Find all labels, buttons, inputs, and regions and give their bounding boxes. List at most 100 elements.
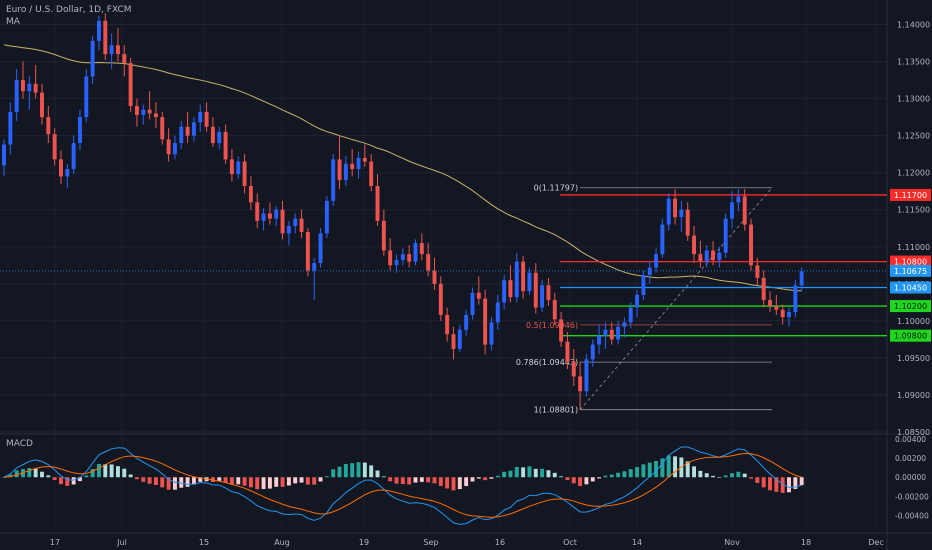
- candle: [489, 317, 494, 351]
- macd-bar: [426, 477, 431, 483]
- candle: [52, 128, 57, 166]
- macd-bar: [527, 466, 532, 478]
- macd-bar: [324, 476, 329, 478]
- macd-bar: [647, 462, 652, 478]
- macd-bar: [40, 471, 44, 478]
- moving-average-line: [3, 44, 802, 292]
- candle: [527, 267, 532, 295]
- macd-bar: [84, 475, 89, 478]
- macd-bar: [685, 461, 690, 478]
- fib-level-label: 1(1.08801): [534, 406, 578, 415]
- candle: [685, 202, 690, 241]
- macd-bar: [603, 475, 608, 478]
- macd-bar: [552, 472, 557, 478]
- time-tick-label: 16: [495, 538, 505, 547]
- candle: [742, 188, 747, 231]
- candle: [59, 150, 63, 184]
- macd-bar: [14, 470, 19, 478]
- candle: [78, 109, 82, 151]
- macd-bar: [464, 477, 469, 487]
- price-tag: 1.09800: [890, 329, 931, 342]
- candle: [362, 144, 367, 167]
- candle: [318, 228, 323, 268]
- candle: [711, 240, 716, 266]
- macd-bar: [242, 477, 247, 486]
- candle: [723, 213, 728, 258]
- candle: [96, 15, 101, 51]
- macd-bar: [46, 475, 51, 478]
- macd-axis: 0.00400 0.00200 0.00000 -0.00200 -0.00400: [895, 435, 929, 521]
- candle: [128, 57, 133, 112]
- candle: [147, 91, 152, 120]
- price-tag-label: 1.10800: [894, 258, 927, 267]
- candle: [40, 83, 44, 125]
- candle: [514, 252, 519, 303]
- candle: [635, 289, 640, 318]
- candle: [641, 270, 646, 301]
- price-tick-label: 1.14000: [897, 21, 930, 30]
- price-tag: 1.10200: [890, 300, 931, 313]
- time-tick-label: Sep: [423, 538, 438, 547]
- candle: [312, 257, 317, 301]
- candle: [394, 254, 399, 273]
- signal-line: [3, 452, 802, 518]
- candle: [540, 280, 545, 312]
- macd-bar: [2, 477, 6, 478]
- price-tick-label: 1.08500: [897, 428, 930, 437]
- price-axis[interactable]: 1.14000 1.13500 1.13000 1.12500 1.12000 1.115…: [890, 21, 931, 437]
- fib-level-label: 0(1.11797): [534, 184, 578, 193]
- price-tag-label: 1.10200: [894, 302, 927, 311]
- macd-bar: [774, 477, 779, 492]
- macd-bar: [692, 466, 697, 478]
- candle: [21, 61, 25, 99]
- macd-bar: [419, 477, 424, 482]
- macd-bar: [305, 477, 310, 485]
- macd-bar: [147, 477, 152, 484]
- candle: [191, 117, 196, 142]
- macd-bar: [438, 477, 443, 486]
- macd-bar: [210, 477, 215, 482]
- macd-tick-label: 0.00200: [895, 454, 926, 463]
- macd-histogram: [2, 455, 804, 493]
- macd-bar: [71, 477, 76, 485]
- candle: [426, 243, 431, 277]
- fib-retracement[interactable]: 0(1.11797) 0.5(1.09946) 0.786(1.09443) 1(1.…: [516, 184, 773, 415]
- candle: [71, 135, 76, 175]
- price-tag: 1.10450: [890, 281, 931, 294]
- candle: [628, 302, 633, 329]
- candle: [533, 263, 538, 314]
- candle: [274, 206, 279, 227]
- macd-bar: [255, 477, 260, 490]
- macd-bar: [641, 464, 646, 478]
- candle: [609, 322, 614, 345]
- chart-title: Euro / U.S. Dollar, 1D, FXCM: [6, 5, 132, 15]
- macd-bar: [312, 477, 317, 485]
- macd-bar: [160, 477, 165, 488]
- macd-bar: [413, 477, 418, 483]
- macd-bar: [318, 477, 323, 482]
- macd-bar: [445, 477, 450, 489]
- fib-trend-line: [579, 187, 773, 410]
- macd-bar: [153, 477, 158, 485]
- candle: [343, 156, 348, 187]
- candle: [90, 35, 95, 84]
- macd-bar: [730, 473, 734, 478]
- candle: [8, 102, 13, 155]
- candle: [654, 248, 659, 273]
- candle: [141, 104, 146, 125]
- time-axis[interactable]: 17 Jul 15 Aug 19 Sep 16 Oct 14 Nov 18 Dec: [50, 538, 884, 547]
- macd-bar: [546, 470, 551, 478]
- candle: [787, 307, 791, 327]
- macd-bar: [33, 468, 38, 478]
- candle: [616, 320, 621, 345]
- macd-tick-label: 0.00400: [895, 435, 926, 444]
- candle: [780, 304, 785, 325]
- candle: [210, 117, 215, 147]
- candle: [565, 331, 570, 370]
- candle: [521, 255, 526, 299]
- macd-bar: [103, 464, 108, 478]
- candle: [749, 218, 753, 271]
- candle: [172, 135, 177, 160]
- macd-bar: [299, 477, 304, 483]
